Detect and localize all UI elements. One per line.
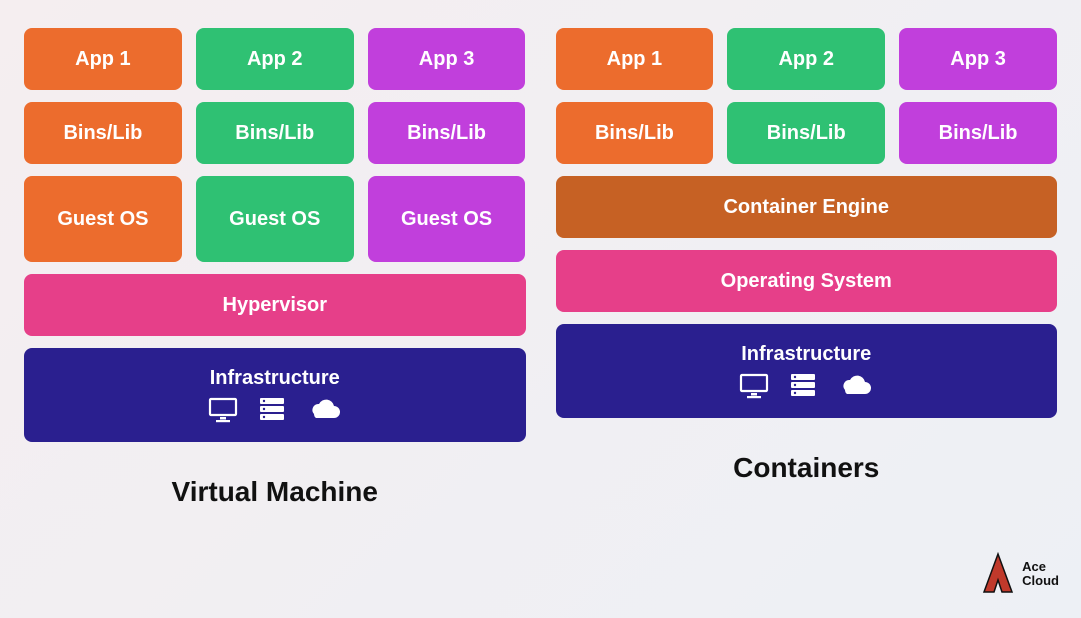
diagram-canvas: App 1 App 2 App 3 Bins/Lib Bins/Lib Bins… bbox=[0, 0, 1081, 508]
cloud-icon bbox=[837, 374, 873, 398]
vm-bins-box: Bins/Lib bbox=[368, 102, 526, 164]
infra-label: Infrastructure bbox=[210, 367, 340, 390]
logo-text: Ace Cloud bbox=[1022, 560, 1059, 589]
c-bins-box: Bins/Lib bbox=[727, 102, 885, 164]
c-app-row: App 1 App 2 App 3 bbox=[556, 28, 1058, 90]
c-app-box: App 3 bbox=[899, 28, 1057, 90]
infra-icon-row bbox=[739, 372, 873, 400]
c-bins-box: Bins/Lib bbox=[899, 102, 1057, 164]
monitor-icon bbox=[208, 397, 238, 423]
vm-guest-box: Guest OS bbox=[368, 176, 526, 262]
c-bins-box: Bins/Lib bbox=[556, 102, 714, 164]
server-icon bbox=[789, 372, 817, 400]
vm-guest-box: Guest OS bbox=[196, 176, 354, 262]
c-bins-row: Bins/Lib Bins/Lib Bins/Lib bbox=[556, 102, 1058, 164]
c-app-box: App 2 bbox=[727, 28, 885, 90]
infra-icon-row bbox=[208, 396, 342, 424]
vm-stack: App 1 App 2 App 3 Bins/Lib Bins/Lib Bins… bbox=[24, 28, 526, 508]
vm-app-row: App 1 App 2 App 3 bbox=[24, 28, 526, 90]
vm-app-box: App 1 bbox=[24, 28, 182, 90]
operating-system-box: Operating System bbox=[556, 250, 1058, 312]
vm-bins-box: Bins/Lib bbox=[24, 102, 182, 164]
monitor-icon bbox=[739, 373, 769, 399]
logo-mark-icon bbox=[980, 552, 1016, 596]
vm-bins-box: Bins/Lib bbox=[196, 102, 354, 164]
containers-caption: Containers bbox=[556, 452, 1058, 484]
c-app-box: App 1 bbox=[556, 28, 714, 90]
vm-infrastructure-box: Infrastructure bbox=[24, 348, 526, 442]
vm-guest-box: Guest OS bbox=[24, 176, 182, 262]
cloud-icon bbox=[306, 398, 342, 422]
brand-logo: Ace Cloud bbox=[980, 552, 1059, 596]
container-engine-box: Container Engine bbox=[556, 176, 1058, 238]
server-icon bbox=[258, 396, 286, 424]
infra-label: Infrastructure bbox=[741, 343, 871, 366]
vm-caption: Virtual Machine bbox=[24, 476, 526, 508]
vm-bins-row: Bins/Lib Bins/Lib Bins/Lib bbox=[24, 102, 526, 164]
c-infrastructure-box: Infrastructure bbox=[556, 324, 1058, 418]
containers-stack: App 1 App 2 App 3 Bins/Lib Bins/Lib Bins… bbox=[556, 28, 1058, 508]
logo-line2: Cloud bbox=[1022, 574, 1059, 588]
vm-app-box: App 2 bbox=[196, 28, 354, 90]
vm-app-box: App 3 bbox=[368, 28, 526, 90]
logo-line1: Ace bbox=[1022, 560, 1059, 574]
vm-hypervisor-box: Hypervisor bbox=[24, 274, 526, 336]
vm-guest-row: Guest OS Guest OS Guest OS bbox=[24, 176, 526, 262]
